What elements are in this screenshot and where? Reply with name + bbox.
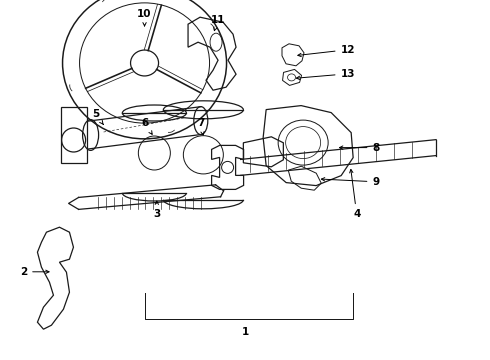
Text: 13: 13 — [296, 69, 355, 80]
Text: 4: 4 — [350, 170, 361, 219]
Text: 3: 3 — [153, 201, 160, 219]
Text: 8: 8 — [340, 143, 380, 153]
Text: 10: 10 — [137, 9, 152, 26]
Text: 5: 5 — [92, 109, 103, 125]
Text: 11: 11 — [211, 15, 225, 31]
Text: 2: 2 — [20, 267, 49, 277]
Text: 9: 9 — [321, 177, 380, 187]
Text: 1: 1 — [242, 327, 248, 337]
Text: 12: 12 — [298, 45, 355, 57]
Text: 7: 7 — [197, 118, 205, 135]
Text: 6: 6 — [141, 118, 152, 134]
